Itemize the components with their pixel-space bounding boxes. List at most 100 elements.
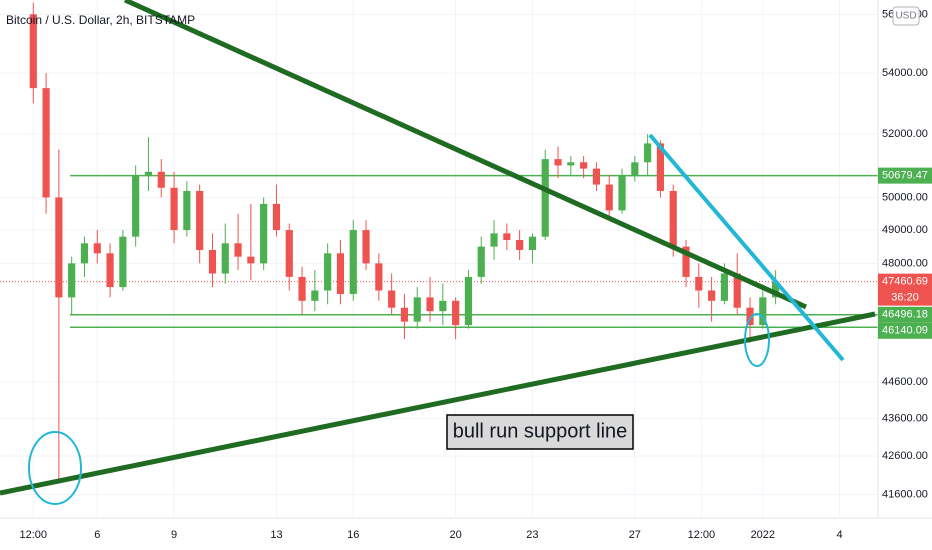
chart-title: Bitcoin / U.S. Dollar, 2h, BITSTAMP (6, 13, 195, 27)
circle-marker (28, 431, 82, 505)
annotation-box (446, 414, 634, 450)
candle-body (93, 243, 101, 254)
x-tick-label: 6 (94, 529, 100, 541)
candle-body (656, 143, 665, 191)
price-lines (0, 174, 878, 328)
axis-labels: 56000.0054000.0052000.0050000.0049000.00… (20, 8, 928, 541)
candle-body (336, 253, 345, 294)
circle-marker (744, 313, 770, 367)
candle-body (80, 243, 89, 264)
candles (29, 2, 780, 480)
candle-body (285, 230, 293, 277)
candle-body (618, 174, 626, 211)
candle-body (759, 297, 767, 326)
candle-body (580, 162, 588, 169)
price-tag (878, 167, 932, 184)
candle-body (170, 187, 178, 231)
candle-body (708, 290, 716, 301)
resistance-line (648, 133, 845, 362)
x-tick-label: 27 (629, 529, 641, 541)
candle-body (516, 239, 524, 250)
candle-body (247, 256, 255, 264)
y-tick-label: 50000.00 (882, 191, 928, 203)
drawings: bull run support line (0, 0, 876, 505)
trend-line (123, 0, 808, 310)
candle-body (260, 203, 268, 264)
y-tick-label: 49000.00 (882, 224, 928, 236)
y-tick-label: 44600.00 (882, 376, 928, 388)
price-tag (878, 322, 932, 339)
candle-body (592, 168, 601, 185)
candle-body (208, 249, 217, 274)
candle-body (541, 159, 549, 237)
price-tag-label: 47460.69 (882, 276, 928, 288)
time-axis (0, 518, 878, 550)
candle-body (68, 263, 76, 298)
candle-body (362, 230, 370, 264)
candle-body (132, 174, 140, 237)
candle-body (29, 14, 37, 89)
x-tick-label: 2022 (751, 529, 775, 541)
candle-body (464, 276, 473, 326)
candle-body (221, 243, 229, 274)
y-tick-label: 52000.00 (882, 128, 928, 140)
candle-body (746, 307, 754, 326)
candle-body (144, 171, 153, 175)
candle-body (196, 190, 204, 250)
candle-body (452, 300, 460, 326)
support-line (0, 311, 876, 496)
x-tick-label: 20 (450, 529, 462, 541)
y-tick-label: 42600.00 (882, 450, 928, 462)
price-tag (878, 306, 932, 323)
candle-body (324, 253, 332, 291)
candle-body (42, 88, 50, 198)
candle-body (375, 263, 383, 291)
candle-body (733, 273, 741, 308)
x-tick-label: 16 (347, 529, 359, 541)
countdown: 36:20 (891, 292, 919, 304)
price-labels: 50679.47 47460.69 36:20 46496.18 46140.09 (878, 167, 932, 339)
candle-body (528, 236, 537, 250)
x-tick-label: 9 (171, 529, 177, 541)
candle-body (503, 233, 511, 240)
candle-body (234, 243, 242, 257)
x-tick-label: 12:00 (20, 529, 48, 541)
candle-body (413, 297, 421, 322)
candle-body (605, 184, 613, 211)
x-tick-label: 13 (270, 529, 282, 541)
price-tag-label: 46496.18 (882, 309, 928, 321)
x-tick-label: 23 (526, 529, 538, 541)
y-tick-label: 43600.00 (882, 413, 928, 425)
candle-body (426, 297, 434, 312)
candle-body (477, 246, 485, 277)
candle-body (554, 159, 562, 166)
candle-body (567, 162, 575, 166)
y-tick-label: 54000.00 (882, 67, 928, 79)
candle-body (400, 307, 409, 322)
candle-body (644, 143, 652, 163)
candle-body (490, 233, 498, 247)
candle-body (55, 197, 63, 298)
candle-body (183, 190, 191, 231)
candle-body (272, 203, 281, 231)
candle-body (106, 253, 114, 288)
x-tick-label: 4 (837, 529, 843, 541)
currency-badge (892, 6, 920, 26)
price-tag-label: 50679.47 (882, 170, 928, 182)
candle-body (119, 236, 127, 288)
candle-body (772, 281, 780, 298)
y-tick-label: 41600.00 (882, 488, 928, 500)
candle-body (298, 276, 306, 301)
candle-body (157, 171, 165, 188)
candle-body (439, 300, 447, 312)
candle-body (669, 190, 677, 247)
candle-body (720, 273, 728, 301)
currency: USD (895, 11, 916, 22)
x-tick-label: 12:00 (688, 529, 716, 541)
candle-body (349, 230, 357, 294)
candle-body (695, 276, 703, 291)
y-tick-label: 48000.00 (882, 257, 928, 269)
candle-body (311, 290, 319, 301)
